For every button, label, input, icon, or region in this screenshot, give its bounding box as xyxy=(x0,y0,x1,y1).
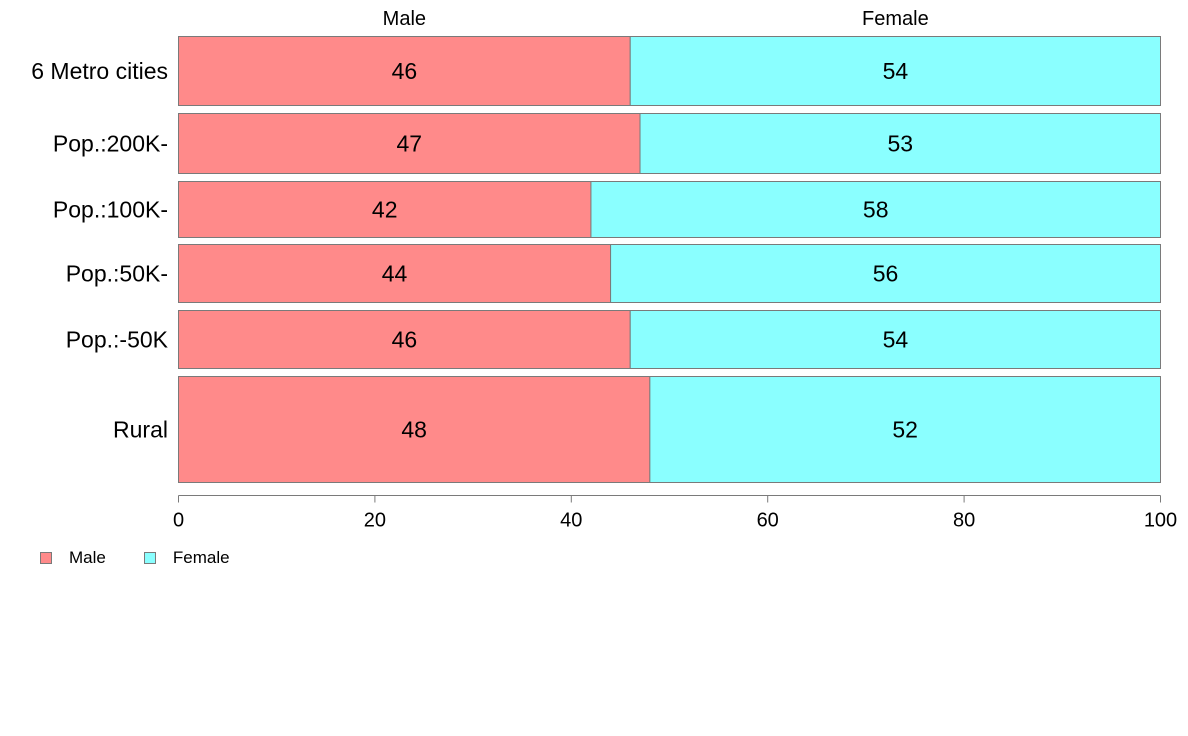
bar-male-6-metro-cities xyxy=(178,36,631,106)
column-header-male: Male xyxy=(383,8,426,30)
data-label-male-rural: 48 xyxy=(401,417,427,443)
data-label-female-pop-50k: 56 xyxy=(873,261,899,287)
legend-swatch-male xyxy=(40,552,52,564)
x-tick-label-40: 40 xyxy=(560,510,582,532)
bar-male-pop-100k xyxy=(178,181,592,238)
legend-swatch-female xyxy=(143,552,156,564)
legend: Male Female xyxy=(40,548,268,568)
data-label-female-pop-50k: 54 xyxy=(883,327,909,353)
legend-item-female: Female xyxy=(143,548,230,568)
data-label-male-pop-50k: 44 xyxy=(382,261,408,287)
data-label-female-rural: 52 xyxy=(892,417,918,443)
data-label-male-pop-50k: 46 xyxy=(392,327,418,353)
data-label-male-pop-200k: 47 xyxy=(396,131,422,157)
category-label-pop-200k: Pop.:200K- xyxy=(53,131,168,157)
column-header-female: Female xyxy=(862,8,929,30)
x-tick-label-60: 60 xyxy=(757,510,779,532)
legend-item-male: Male xyxy=(40,548,106,568)
bar-male-pop-200k xyxy=(178,113,641,174)
bar-female-pop-50k xyxy=(610,244,1161,303)
legend-label-female: Female xyxy=(172,548,230,567)
category-label-pop-50k: Pop.:50K- xyxy=(66,261,168,287)
data-label-female-pop-100k: 58 xyxy=(863,197,889,223)
x-tick-label-100: 100 xyxy=(1144,510,1177,532)
category-label-pop-100k: Pop.:100K- xyxy=(53,197,168,223)
category-label-rural: Rural xyxy=(113,417,168,443)
bar-female-pop-50k xyxy=(629,310,1161,369)
bar-female-6-metro-cities xyxy=(629,36,1161,106)
x-tick-label-80: 80 xyxy=(953,510,975,532)
data-label-male-6-metro-cities: 46 xyxy=(392,58,418,84)
bar-female-pop-200k xyxy=(639,113,1161,174)
bar-male-pop-50k xyxy=(178,244,612,303)
category-label-6-metro-cities: 6 Metro cities xyxy=(31,58,168,84)
legend-label-male: Male xyxy=(69,548,106,567)
data-label-male-pop-100k: 42 xyxy=(372,197,398,223)
category-label-pop-50k: Pop.:-50K xyxy=(66,327,169,353)
bar-female-pop-100k xyxy=(590,181,1161,238)
bar-male-pop-50k xyxy=(178,310,631,369)
x-tick-label-0: 0 xyxy=(173,510,184,532)
bar-female-rural xyxy=(649,376,1161,483)
data-label-female-pop-200k: 53 xyxy=(887,131,913,157)
data-label-female-6-metro-cities: 54 xyxy=(883,58,909,84)
x-tick-label-20: 20 xyxy=(364,510,386,532)
